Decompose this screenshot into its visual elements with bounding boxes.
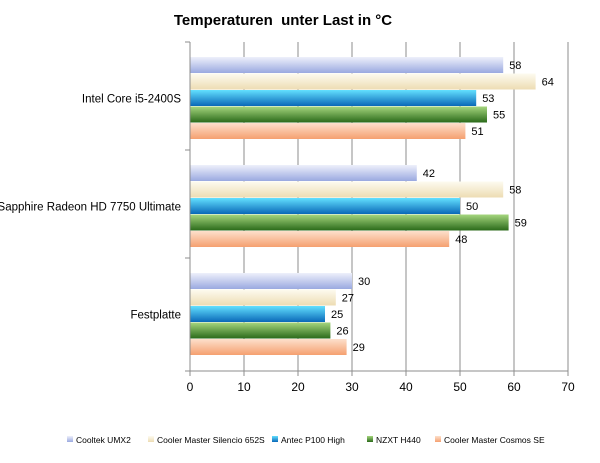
data-label: 55	[493, 110, 505, 122]
legend-swatch	[67, 436, 73, 442]
legend: Cooltek UMX2 Cooler Master Silencio 652S A…	[67, 435, 545, 445]
axes: 0 10 20 30 40 50 60 70 Intel Core i5-2400S Sapphi…	[0, 41, 575, 394]
legend-label: Cooltek UMX2	[76, 435, 131, 445]
data-label: 58	[509, 185, 521, 197]
legend-item: Cooler Master Silencio 652S	[148, 435, 265, 445]
x-tick-label: 0	[187, 380, 194, 394]
bar	[190, 339, 347, 355]
bar	[190, 90, 477, 106]
data-label: 48	[455, 234, 467, 246]
category-label: Intel Core i5-2400S	[82, 93, 181, 105]
bar	[190, 289, 336, 306]
category-label: Festplatte	[131, 309, 182, 321]
legend-label: NZXT H440	[376, 435, 421, 445]
x-tick-label: 60	[507, 380, 521, 394]
data-label: 26	[336, 326, 348, 338]
category-label: Sapphire Radeon HD 7750 Ultimate	[0, 201, 181, 213]
bars	[190, 57, 536, 355]
bar	[190, 181, 504, 198]
bar	[190, 231, 450, 247]
legend-item: Antec P100 High	[272, 435, 345, 445]
legend-item: NZXT H440	[367, 435, 421, 445]
x-tick-label: 70	[561, 380, 575, 394]
data-label: 50	[466, 201, 478, 213]
bar	[190, 123, 466, 139]
x-tick-label: 40	[399, 380, 413, 394]
x-tick-label: 20	[291, 380, 305, 394]
bar	[190, 306, 325, 322]
legend-item: Cooltek UMX2	[67, 435, 131, 445]
legend-swatch	[272, 436, 278, 442]
data-label: 30	[358, 276, 370, 288]
data-label: 64	[542, 77, 554, 89]
x-tick-label: 30	[345, 380, 359, 394]
x-tick-label: 10	[237, 380, 251, 394]
legend-label: Antec P100 High	[281, 435, 345, 445]
chart-title: Temperaturen unter Last in °C	[174, 12, 392, 29]
bar	[190, 73, 536, 90]
data-label: 53	[482, 93, 494, 105]
legend-swatch	[367, 436, 373, 442]
data-label: 59	[515, 218, 527, 230]
legend-swatch	[148, 436, 154, 442]
legend-item: Cooler Master Cosmos SE	[435, 435, 545, 445]
data-label: 58	[509, 60, 521, 72]
data-label: 27	[342, 293, 354, 305]
data-labels: 58 64 53 55 51 42 58 50 59 48 30 27 25 26 29	[331, 60, 554, 354]
legend-label: Cooler Master Silencio 652S	[157, 435, 265, 445]
data-label: 51	[471, 126, 483, 138]
bar	[190, 322, 331, 339]
bar	[190, 198, 460, 214]
x-tick-label: 50	[453, 380, 467, 394]
bar	[190, 165, 417, 181]
legend-swatch	[435, 436, 441, 442]
legend-label: Cooler Master Cosmos SE	[444, 435, 545, 445]
bar	[190, 57, 504, 73]
data-label: 42	[423, 168, 435, 180]
bar	[190, 106, 487, 123]
data-label: 29	[353, 342, 365, 354]
data-label: 25	[331, 309, 343, 321]
bar	[190, 273, 352, 289]
bar	[190, 214, 509, 231]
